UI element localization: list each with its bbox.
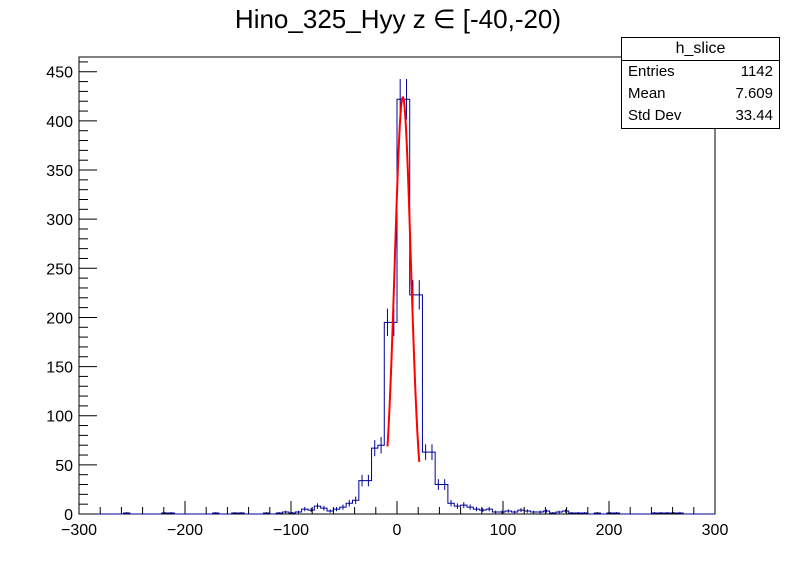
y-tick-label: 300 — [46, 212, 73, 229]
histogram-bin — [429, 452, 435, 514]
y-tick-label: 250 — [46, 261, 73, 278]
stats-label: Entries — [628, 63, 675, 80]
y-tick-label: 50 — [55, 458, 73, 475]
y-tick-label: 100 — [46, 409, 73, 426]
x-tick-label: −200 — [167, 522, 203, 539]
x-tick-label: 300 — [702, 522, 729, 539]
stats-row-entries: Entries 1142 — [622, 61, 779, 83]
stats-row-std-dev: Std Dev 33.44 — [622, 105, 779, 127]
gaussian-fit-curve — [386, 96, 421, 463]
y-tick-label: 450 — [46, 65, 73, 82]
histogram-bin — [372, 448, 378, 514]
histogram-bin — [422, 452, 428, 514]
stats-box-title: h_slice — [622, 38, 779, 61]
axes: −300 −200 −100 0 100 200 300 0 50 100 150 200 250 300… — [46, 61, 729, 539]
stats-label: Mean — [628, 85, 666, 102]
y-tick-label: 150 — [46, 360, 73, 377]
stats-value: 1142 — [740, 63, 773, 80]
y-tick-label: 350 — [46, 163, 73, 180]
y-tick-label: 0 — [64, 507, 73, 524]
stats-label: Std Dev — [628, 107, 682, 124]
stats-value: 33.44 — [735, 107, 773, 124]
histogram-series — [79, 79, 715, 515]
histogram-bin — [416, 295, 422, 514]
x-tick-label: 100 — [490, 522, 517, 539]
x-tick-label: −100 — [273, 522, 309, 539]
stats-box: h_slice Entries 1142 Mean 7.609 Std Dev … — [621, 37, 780, 129]
y-tick-label: 400 — [46, 114, 73, 131]
x-tick-label: −300 — [61, 522, 97, 539]
gaussian-fit — [386, 96, 421, 463]
stats-value: 7.609 — [735, 85, 773, 102]
stats-row-mean: Mean 7.609 — [622, 83, 779, 105]
y-tick-label: 200 — [46, 310, 73, 327]
x-tick-label: 0 — [393, 522, 402, 539]
histogram-bin — [378, 445, 384, 514]
histogram-outline — [79, 98, 715, 515]
x-tick-label: 200 — [596, 522, 623, 539]
chart-title: Hino_325_Hyy z ∈ [-40,-20) — [234, 4, 562, 34]
